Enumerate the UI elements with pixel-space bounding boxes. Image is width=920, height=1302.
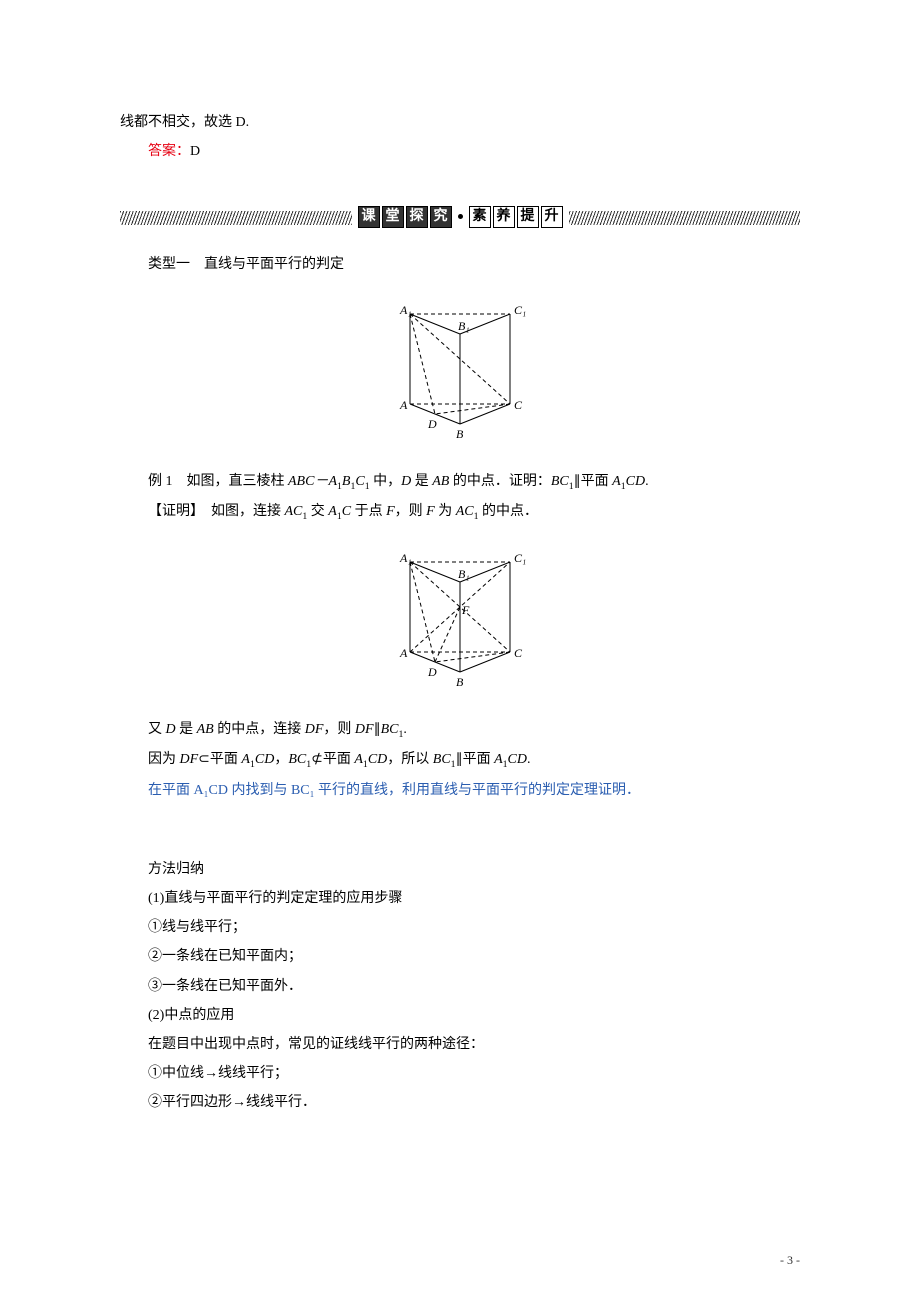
svg-text:B₁: B₁ <box>458 319 470 333</box>
svg-text:A: A <box>399 646 408 660</box>
method-p1a: ①线与线平行； <box>120 915 800 940</box>
svg-text:C₁: C₁ <box>514 551 526 565</box>
svg-text:B: B <box>456 675 464 689</box>
example-1-statement: 例 1 如图，直三棱柱 ABC－A1B1C1 中，D 是 AB 的中点．证明：B… <box>120 469 800 495</box>
method-p2a: 在题目中出现中点时，常见的证线线平行的两种途径： <box>120 1032 800 1057</box>
prism-figure-2: A₁ B₁ C₁ A B C D F <box>120 542 800 701</box>
method-p2b: ①中位线→线线平行； <box>120 1061 800 1086</box>
banner-char: 堂 <box>382 206 404 228</box>
banner-char: 升 <box>541 206 563 228</box>
svg-text:D: D <box>427 665 437 679</box>
proof-line-3: 因为 DF⊂平面 A1CD，BC1⊄平面 A1CD，所以 BC1∥平面 A1CD… <box>120 747 800 773</box>
banner-dot <box>458 214 463 219</box>
answer-value: D <box>190 144 200 159</box>
banner-char: 素 <box>469 206 491 228</box>
banner-char: 课 <box>358 206 380 228</box>
banner-stripe-right <box>560 211 800 225</box>
method-p2c: ②平行四边形→线线平行． <box>120 1090 800 1115</box>
banner-char: 养 <box>493 206 515 228</box>
banner-char: 提 <box>517 206 539 228</box>
svg-text:C: C <box>514 398 523 412</box>
method-p1: (1)直线与平面平行的判定定理的应用步骤 <box>120 886 800 911</box>
proof-line-1: 【证明】 如图，连接 AC1 交 A1C 于点 F，则 F 为 AC1 的中点． <box>120 499 800 525</box>
svg-text:A₁: A₁ <box>399 551 412 565</box>
intro-line: 线都不相交，故选 D. <box>120 110 800 135</box>
method-title: 方法归纳 <box>120 857 800 882</box>
svg-text:C₁: C₁ <box>514 303 526 317</box>
prism-figure-1: A₁ B₁ C₁ A B C D <box>120 294 800 453</box>
hint-line: 在平面 A₁CD 内找到与 BC₁ 平行的直线，利用直线与平面平行的判定定理证明… <box>120 778 800 803</box>
svg-text:D: D <box>427 417 437 431</box>
svg-text:A₁: A₁ <box>399 303 412 317</box>
proof-line-2: 又 D 是 AB 的中点，连接 DF，则 DF∥BC1. <box>120 717 800 743</box>
svg-text:B: B <box>456 427 464 441</box>
banner-stripe-left <box>120 211 360 225</box>
method-p2: (2)中点的应用 <box>120 1003 800 1028</box>
svg-text:A: A <box>399 398 408 412</box>
answer-line: 答案：D <box>120 139 800 164</box>
method-p1b: ②一条线在已知平面内； <box>120 944 800 969</box>
svg-text:F: F <box>461 603 470 617</box>
type-heading: 类型一 直线与平面平行的判定 <box>120 252 800 277</box>
section-banner: 课 堂 探 究 素 养 提 升 <box>120 204 800 232</box>
svg-text:C: C <box>514 646 523 660</box>
method-p1c: ③一条线在已知平面外． <box>120 974 800 999</box>
svg-text:B₁: B₁ <box>458 567 470 581</box>
banner-char: 探 <box>406 206 428 228</box>
page-number: - 3 - <box>780 1250 800 1272</box>
banner-char: 究 <box>430 206 452 228</box>
banner-boxes: 课 堂 探 究 素 养 提 升 <box>352 206 569 228</box>
answer-label: 答案： <box>148 144 190 159</box>
